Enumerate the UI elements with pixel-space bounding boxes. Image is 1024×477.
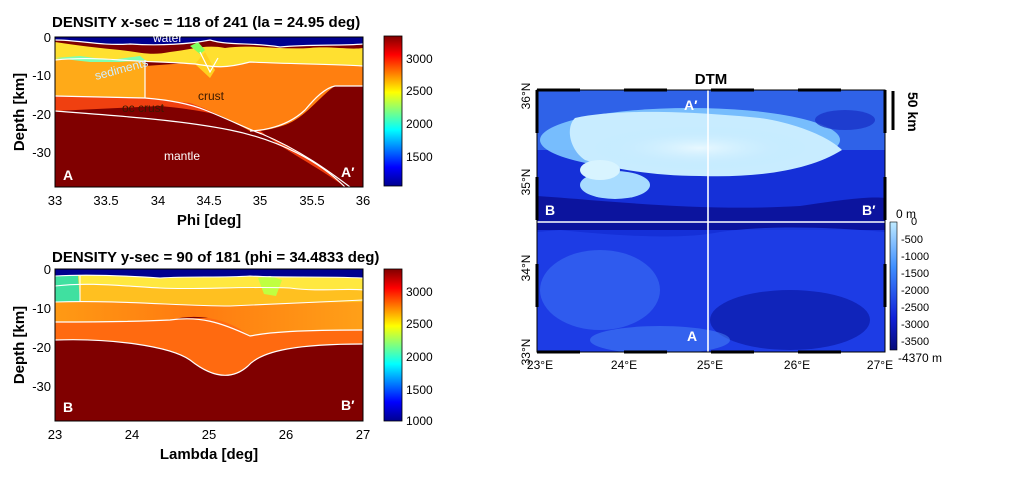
dtm-cbar-tick: 0 (911, 216, 917, 228)
ysec-cbar-tick: 2500 (406, 317, 433, 331)
dtm-cbar-tick: -1000 (901, 251, 929, 263)
xsec-ytick: 0 (44, 30, 51, 45)
xsec-cbar-tick: 2000 (406, 117, 433, 131)
xsec-frame (54, 36, 364, 188)
xsec-xtick: 36 (356, 193, 370, 208)
ysec-xticks: 23 24 25 26 27 (48, 427, 370, 442)
ysec-ytick: -20 (32, 340, 51, 355)
xsec-colorbar: 3000 2500 2000 1500 (383, 35, 433, 187)
ysec-cbar-tick: 3000 (406, 285, 433, 299)
dtm-cbar-tick: -1500 (901, 268, 929, 280)
dtm-scalebar: 50 km (891, 91, 921, 132)
dtm-cbar-top-label: 0 m (896, 207, 916, 221)
xsec-end-label: A′ (341, 164, 355, 180)
ysec-frame (54, 268, 364, 422)
dtm-panel: DTM A′ A B B (519, 71, 942, 372)
ysec-ylabel: Depth [km] (11, 306, 28, 384)
dtm-colorbar-ramp (889, 221, 898, 351)
scalebar-label: 50 km (905, 92, 921, 132)
xsec-cbar-tick: 3000 (406, 52, 433, 66)
dtm-b-label: B (545, 202, 555, 218)
ysec-cbar-tick: 2000 (406, 350, 433, 364)
dtm-xtick: 23°E (527, 358, 553, 372)
water-label: water (152, 31, 182, 45)
dtm-cbar-tick: -3000 (901, 319, 929, 331)
xsec-xtick: 34 (151, 193, 165, 208)
ysec-start-label: B (63, 399, 73, 415)
crust-layer-2 (55, 300, 363, 336)
dtm-cbar-tick: -500 (901, 234, 923, 246)
dtm-cbar-tick: -2500 (901, 302, 929, 314)
ysec-colorbar-ramp (383, 268, 403, 422)
xsec-ylabel: Depth [km] (11, 73, 28, 151)
dtm-map (537, 90, 885, 352)
xsec-xticks: 33 33.5 34 34.5 35 35.5 36 (48, 193, 370, 208)
xsec-yticks: 0 -10 -20 -30 (32, 30, 51, 160)
xsec-xtick: 35 (253, 193, 267, 208)
dtm-ytick: 33°N (519, 339, 533, 366)
xsec-start-label: A (63, 167, 73, 183)
ysec-ytick: -30 (32, 379, 51, 394)
sediment-layer (55, 58, 145, 98)
ysec-ytick: 0 (44, 262, 51, 277)
ysec-end-label: B′ (341, 397, 355, 413)
ysec-xlabel: Lambda [deg] (160, 446, 258, 463)
ysec-colorbar: 3000 2500 2000 1500 1000 (383, 268, 433, 428)
ysec-image (55, 269, 363, 421)
xsec-ytick: -20 (32, 107, 51, 122)
dtm-cbar-tick: -2000 (901, 285, 929, 297)
xsec-xtick: 33.5 (93, 193, 118, 208)
dtm-xticks: 23°E 24°E 25°E 26°E 27°E (527, 358, 893, 372)
ysec-xtick: 26 (279, 427, 293, 442)
water-layer-2 (55, 269, 363, 278)
dtm-xtick: 24°E (611, 358, 637, 372)
dtm-b-prime-label: B′ (862, 202, 876, 218)
xsec-cbar-tick: 2500 (406, 84, 433, 98)
xsec-xtick: 33 (48, 193, 62, 208)
dtm-title: DTM (695, 71, 728, 88)
density-ysec-panel: DENSITY y-sec = 90 of 181 (phi = 34.4833… (11, 249, 433, 463)
dtm-xtick: 25°E (697, 358, 723, 372)
xsec-xtick: 34.5 (196, 193, 221, 208)
dtm-a-label: A (687, 328, 697, 344)
xsec-ytick: -10 (32, 68, 51, 83)
ysec-xtick: 27 (356, 427, 370, 442)
ysec-title: DENSITY y-sec = 90 of 181 (phi = 34.4833… (52, 249, 379, 266)
dtm-cbar-bottom-label: -4370 m (898, 351, 942, 365)
oc-crust-label: oc crust (122, 101, 165, 115)
dtm-xtick: 26°E (784, 358, 810, 372)
dtm-frame-ticks (535, 88, 887, 354)
dtm-cbar-tick: -3500 (901, 336, 929, 348)
dtm-xtick: 27°E (867, 358, 893, 372)
ysec-cbar-tick: 1500 (406, 383, 433, 397)
dtm-ytick: 35°N (519, 169, 533, 196)
water-layer (55, 37, 363, 47)
xsec-ytick: -30 (32, 145, 51, 160)
ysec-xtick: 25 (202, 427, 216, 442)
xsec-cbar-tick: 1500 (406, 150, 433, 164)
xsec-title: DENSITY x-sec = 118 of 241 (la = 24.95 d… (52, 14, 360, 31)
dtm-colorbar: 0 m 0 -500 -1000 -1500 -2000 -2500 -3000… (889, 207, 942, 365)
xsec-xlabel: Phi [deg] (177, 212, 241, 229)
xsec-image (55, 37, 363, 187)
dtm-ytick: 34°N (519, 255, 533, 282)
dtm-yticks: 36°N 35°N 34°N 33°N (519, 83, 533, 366)
oc-crust-layer (55, 95, 363, 187)
mantle-label: mantle (164, 149, 200, 163)
dtm-a-prime-label: A′ (684, 97, 698, 113)
ysec-yticks: 0 -10 -20 -30 (32, 262, 51, 394)
ysec-ytick: -10 (32, 301, 51, 316)
xsec-colorbar-ramp (383, 35, 403, 187)
density-xsec-panel: DENSITY x-sec = 118 of 241 (la = 24.95 d… (11, 14, 433, 229)
xsec-xtick: 35.5 (299, 193, 324, 208)
crust-label: crust (198, 89, 225, 103)
dtm-ytick: 36°N (519, 83, 533, 110)
ysec-cbar-tick: 1000 (406, 414, 433, 428)
ysec-xtick: 24 (125, 427, 139, 442)
crust-layer (145, 60, 363, 132)
ysec-xtick: 23 (48, 427, 62, 442)
